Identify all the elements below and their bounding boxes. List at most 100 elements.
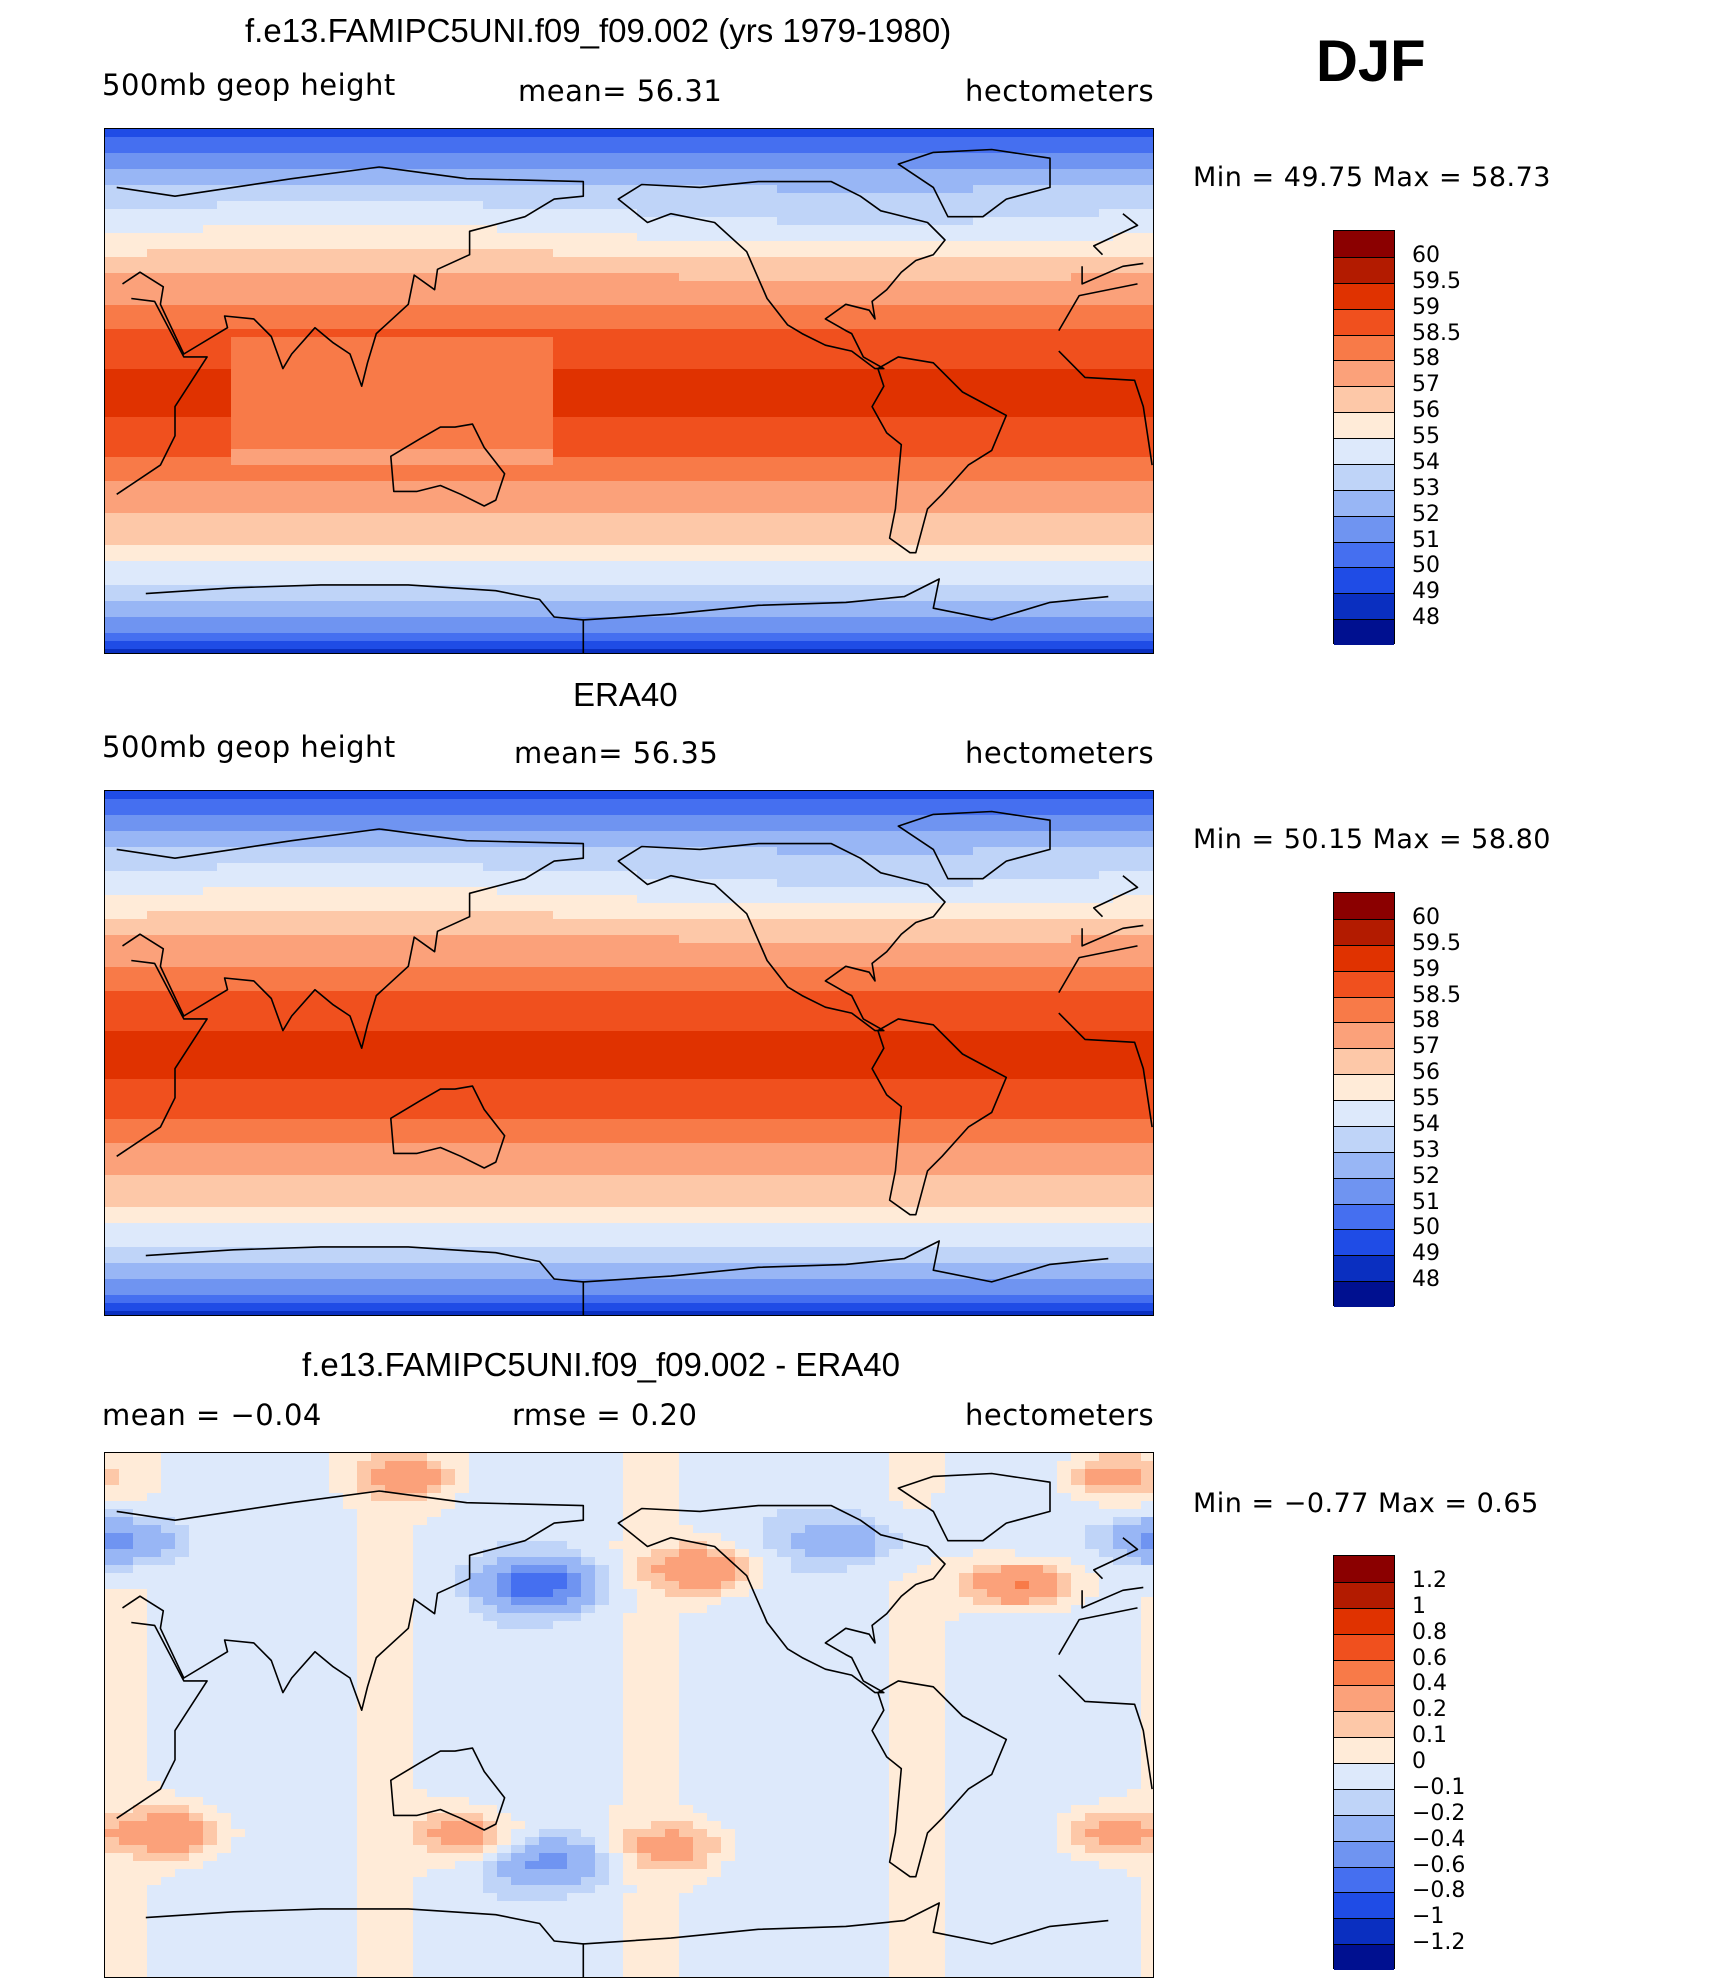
- colorbar-tick-label: −0.8: [1412, 1880, 1465, 1902]
- colorbar-tick-label: −1.2: [1412, 1932, 1465, 1954]
- colorbar-tick-label: 58.5: [1412, 323, 1461, 345]
- panel-2-title: ERA40: [573, 676, 678, 714]
- colorbar-tick-label: 52: [1412, 1166, 1440, 1188]
- colorbar-tick-label: 49: [1412, 1243, 1440, 1265]
- panel-1-min-max: Min = 49.75 Max = 58.73: [1193, 162, 1551, 193]
- panel-1-left-label: 500mb geop height: [102, 68, 396, 102]
- colorbar-swatch: [1334, 490, 1394, 516]
- colorbar-swatch: [1334, 997, 1394, 1023]
- colorbar-tick-label: 55: [1412, 1088, 1440, 1110]
- colorbar-tick-label: 0.6: [1412, 1648, 1447, 1670]
- panel-3-colorbar: [1333, 1555, 1395, 1969]
- colorbar-tick-label: 57: [1412, 1036, 1440, 1058]
- colorbar-tick-label: 48: [1412, 1269, 1440, 1291]
- panel-2-map: [104, 790, 1154, 1316]
- panel-3-mean-label: mean = −0.04: [102, 1398, 322, 1432]
- colorbar-tick-label: 56: [1412, 1062, 1440, 1084]
- colorbar-swatch: [1334, 1100, 1394, 1126]
- colorbar-tick-label: 49: [1412, 581, 1440, 603]
- colorbar-swatch: [1334, 1634, 1394, 1660]
- colorbar-tick-label: 51: [1412, 1192, 1440, 1214]
- colorbar-swatch: [1334, 619, 1394, 645]
- colorbar-swatch: [1334, 516, 1394, 542]
- colorbar-swatch: [1334, 919, 1394, 945]
- colorbar-swatch: [1334, 1660, 1394, 1686]
- colorbar-tick-label: 59: [1412, 959, 1440, 981]
- colorbar-swatch: [1334, 893, 1394, 919]
- colorbar-tick-label: 53: [1412, 478, 1440, 500]
- map-canvas: [105, 129, 1154, 654]
- colorbar-tick-label: −1: [1412, 1906, 1444, 1928]
- panel-2-units-label: hectometers: [965, 736, 1154, 770]
- colorbar-swatch: [1334, 1867, 1394, 1893]
- panel-2-colorbar: [1333, 892, 1395, 1306]
- colorbar-tick-label: −0.4: [1412, 1829, 1465, 1851]
- panel-1-map: [104, 128, 1154, 654]
- colorbar-tick-label: 52: [1412, 504, 1440, 526]
- colorbar-tick-label: 55: [1412, 426, 1440, 448]
- panel-3-units-label: hectometers: [965, 1398, 1154, 1432]
- colorbar-tick-label: 1.2: [1412, 1570, 1447, 1592]
- colorbar-swatch: [1334, 945, 1394, 971]
- panel-3-min-max: Min = −0.77 Max = 0.65: [1193, 1488, 1539, 1519]
- panel-1-units-label: hectometers: [965, 74, 1154, 108]
- colorbar-swatch: [1334, 1255, 1394, 1281]
- colorbar-tick-label: 60: [1412, 907, 1440, 929]
- colorbar-tick-label: 53: [1412, 1140, 1440, 1162]
- colorbar-swatch: [1334, 1711, 1394, 1737]
- panel-2-min-max: Min = 50.15 Max = 58.80: [1193, 824, 1551, 855]
- colorbar-swatch: [1334, 1918, 1394, 1944]
- colorbar-tick-label: 59.5: [1412, 933, 1461, 955]
- colorbar-tick-label: 48: [1412, 607, 1440, 629]
- colorbar-tick-label: 58: [1412, 1010, 1440, 1032]
- colorbar-swatch: [1334, 971, 1394, 997]
- colorbar-swatch: [1334, 1789, 1394, 1815]
- panel-1-center-label: mean= 56.31: [518, 74, 722, 108]
- colorbar-swatch: [1334, 1737, 1394, 1763]
- colorbar-tick-label: 51: [1412, 530, 1440, 552]
- colorbar-swatch: [1334, 1763, 1394, 1789]
- season-label: DJF: [1316, 28, 1426, 95]
- colorbar-tick-label: 0.1: [1412, 1725, 1447, 1747]
- colorbar-swatch: [1334, 1204, 1394, 1230]
- panel-3-title: f.e13.FAMIPC5UNI.f09_f09.002 - ERA40: [302, 1346, 900, 1384]
- colorbar-tick-label: 50: [1412, 555, 1440, 577]
- colorbar-swatch: [1334, 1685, 1394, 1711]
- colorbar-swatch: [1334, 1608, 1394, 1634]
- colorbar-swatch: [1334, 542, 1394, 568]
- colorbar-tick-label: 59.5: [1412, 271, 1461, 293]
- colorbar-swatch: [1334, 593, 1394, 619]
- colorbar-swatch: [1334, 1152, 1394, 1178]
- colorbar-swatch: [1334, 309, 1394, 335]
- colorbar-tick-label: −0.1: [1412, 1777, 1465, 1799]
- colorbar-tick-label: 56: [1412, 400, 1440, 422]
- colorbar-swatch: [1334, 1178, 1394, 1204]
- colorbar-tick-label: −0.6: [1412, 1855, 1465, 1877]
- panel-1-title: f.e13.FAMIPC5UNI.f09_f09.002 (yrs 1979-1…: [245, 12, 951, 50]
- colorbar-tick-label: 54: [1412, 1114, 1440, 1136]
- colorbar-tick-label: 59: [1412, 297, 1440, 319]
- colorbar-tick-label: −0.2: [1412, 1803, 1465, 1825]
- colorbar-tick-label: 54: [1412, 452, 1440, 474]
- colorbar-swatch: [1334, 1556, 1394, 1582]
- colorbar-swatch: [1334, 1074, 1394, 1100]
- colorbar-swatch: [1334, 386, 1394, 412]
- colorbar-swatch: [1334, 231, 1394, 257]
- colorbar-swatch: [1334, 360, 1394, 386]
- panel-3-rmse-label: rmse = 0.20: [512, 1398, 697, 1432]
- colorbar-swatch: [1334, 1048, 1394, 1074]
- colorbar-tick-label: 0: [1412, 1751, 1426, 1773]
- panel-3-map: [104, 1452, 1154, 1978]
- colorbar-swatch: [1334, 1892, 1394, 1918]
- colorbar-swatch: [1334, 438, 1394, 464]
- map-canvas: [105, 1453, 1154, 1978]
- colorbar-swatch: [1334, 257, 1394, 283]
- colorbar-tick-label: 57: [1412, 374, 1440, 396]
- colorbar-tick-label: 50: [1412, 1217, 1440, 1239]
- colorbar-swatch: [1334, 567, 1394, 593]
- colorbar-swatch: [1334, 1815, 1394, 1841]
- colorbar-swatch: [1334, 1944, 1394, 1970]
- colorbar-swatch: [1334, 335, 1394, 361]
- colorbar-swatch: [1334, 464, 1394, 490]
- colorbar-swatch: [1334, 283, 1394, 309]
